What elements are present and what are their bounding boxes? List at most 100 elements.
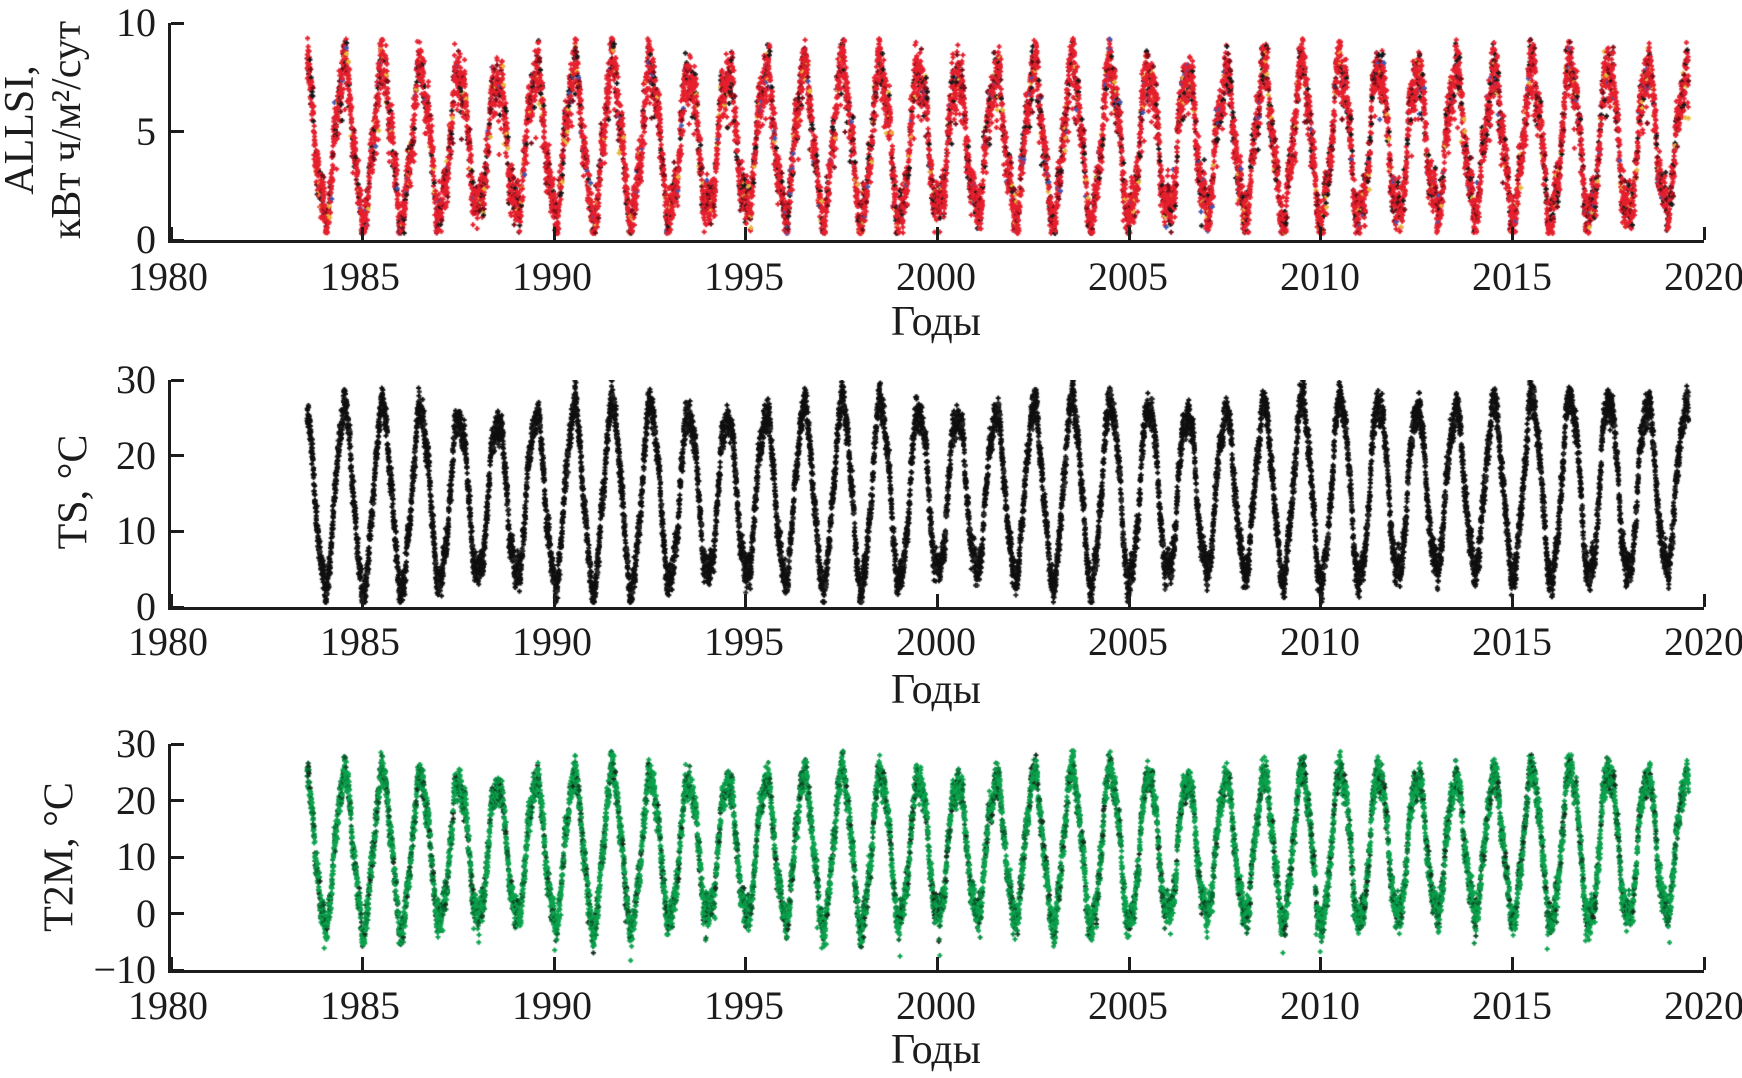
x-tick-label: 2010 xyxy=(1280,619,1360,664)
x-tick-mark xyxy=(169,957,173,970)
plot-area-t2m xyxy=(168,742,1706,973)
x-tick-labels-ts: 1980 1985 1990 1995 2000 2005 2010 2015 2020 xyxy=(128,619,1742,664)
plot-area-allsi xyxy=(168,21,1706,243)
x-tick-mark xyxy=(1127,957,1131,970)
x-tick-label: 1990 xyxy=(512,619,592,664)
y-tick-label: 30 xyxy=(116,357,156,402)
y-axis-title-line2: кВт ч/м²/сут xyxy=(44,20,90,240)
x-tick-mark xyxy=(744,957,748,970)
x-tick-label: 2005 xyxy=(1088,254,1168,299)
x-tick-labels-t2m: 1980 1985 1990 1995 2000 2005 2010 2015 2020 xyxy=(128,983,1742,1028)
y-tick-mark xyxy=(171,855,184,859)
x-tick-mark xyxy=(744,594,748,607)
x-tick-mark xyxy=(1319,594,1323,607)
allsi-scatter-canvas xyxy=(171,23,1704,240)
y-axis-title-line1: ALLSI, xyxy=(0,65,43,195)
x-tick-mark xyxy=(936,957,939,970)
y-tick-labels-t2m: −10 0 10 20 30 xyxy=(0,724,156,990)
x-tick-label: 1995 xyxy=(704,619,784,664)
t2m-scatter-canvas xyxy=(171,744,1704,970)
x-tick-label: 1980 xyxy=(128,619,208,664)
x-tick-label: 2010 xyxy=(1280,983,1360,1028)
y-tick-label: 20 xyxy=(116,432,156,478)
x-tick-mark xyxy=(1510,957,1514,970)
y-tick-label: 10 xyxy=(116,508,156,554)
x-tick-label: 2000 xyxy=(896,619,976,664)
y-tick-mark xyxy=(171,912,184,915)
x-tick-label: 1985 xyxy=(320,619,400,664)
y-tick-labels-allsi: 0 5 10 xyxy=(0,3,156,260)
x-tick-label: 2015 xyxy=(1472,254,1552,299)
y-tick-label: 10 xyxy=(116,834,156,879)
x-tick-mark xyxy=(1319,957,1323,970)
x-tick-mark xyxy=(1702,594,1706,607)
ts-scatter-canvas xyxy=(171,380,1704,607)
x-tick-label: 1985 xyxy=(320,983,400,1028)
y-tick-label: 0 xyxy=(136,890,156,936)
x-tick-label: 1990 xyxy=(512,254,592,299)
x-tick-label: 2015 xyxy=(1472,619,1552,664)
x-tick-mark xyxy=(1702,227,1706,240)
x-tick-mark xyxy=(1127,227,1131,240)
y-axis-title-line1: T2M, °C xyxy=(36,782,83,932)
x-tick-label: 2020 xyxy=(1664,254,1742,299)
x-tick-mark xyxy=(361,594,365,607)
y-tick-label: 10 xyxy=(116,0,156,45)
x-tick-mark xyxy=(744,227,748,240)
x-tick-mark xyxy=(361,227,365,240)
y-tick-mark xyxy=(171,378,184,382)
y-tick-label: 20 xyxy=(116,777,156,823)
x-tick-mark xyxy=(361,957,365,970)
y-tick-mark xyxy=(171,454,184,458)
x-tick-mark xyxy=(1319,227,1323,240)
y-axis-title-allsi: ALLSI, кВт ч/м²/сут xyxy=(0,21,91,239)
x-tick-mark xyxy=(552,957,556,970)
x-tick-mark xyxy=(936,594,939,607)
x-tick-labels-allsi: 1980 1985 1990 1995 2000 2005 2010 2015 2020 xyxy=(128,254,1742,299)
y-tick-mark xyxy=(171,21,184,25)
y-tick-mark xyxy=(171,529,184,533)
x-tick-label: 2020 xyxy=(1664,619,1742,664)
y-tick-label: −10 xyxy=(93,947,156,992)
y-tick-mark xyxy=(171,742,184,746)
x-tick-mark xyxy=(169,227,173,240)
x-tick-mark xyxy=(1127,594,1131,607)
x-tick-label: 1980 xyxy=(128,254,208,299)
x-tick-mark xyxy=(1702,957,1706,970)
y-tick-label: 30 xyxy=(116,721,156,766)
x-tick-label: 1990 xyxy=(512,983,592,1028)
y-axis-title-ts: TS, °C xyxy=(51,435,98,550)
x-tick-label: 1985 xyxy=(320,254,400,299)
y-tick-mark xyxy=(171,968,184,972)
x-axis-title-ts: Годы xyxy=(891,667,981,713)
x-tick-mark xyxy=(552,227,556,240)
y-tick-labels-ts: 0 10 20 30 xyxy=(0,360,156,627)
x-tick-label: 2020 xyxy=(1664,983,1742,1028)
y-tick-mark xyxy=(171,799,184,802)
x-tick-label: 2000 xyxy=(896,983,976,1028)
y-tick-mark xyxy=(171,130,184,133)
x-tick-label: 2000 xyxy=(896,254,976,299)
y-axis-title-line1: TS, °C xyxy=(50,434,97,550)
y-tick-label: 0 xyxy=(136,217,156,262)
y-tick-mark xyxy=(171,238,184,242)
y-tick-label: 5 xyxy=(136,108,156,154)
x-tick-mark xyxy=(552,594,556,607)
x-tick-mark xyxy=(936,227,939,240)
x-tick-label: 1995 xyxy=(704,254,784,299)
y-tick-mark xyxy=(171,605,184,609)
x-tick-label: 2005 xyxy=(1088,983,1168,1028)
x-tick-label: 2005 xyxy=(1088,619,1168,664)
x-tick-label: 2015 xyxy=(1472,983,1552,1028)
x-axis-title-allsi: Годы xyxy=(891,299,981,345)
x-tick-label: 2010 xyxy=(1280,254,1360,299)
x-tick-mark xyxy=(169,594,173,607)
x-tick-label: 1980 xyxy=(128,983,208,1028)
y-axis-title-t2m: T2M, °C xyxy=(37,782,84,932)
plot-area-ts xyxy=(168,378,1706,610)
x-tick-label: 1995 xyxy=(704,983,784,1028)
